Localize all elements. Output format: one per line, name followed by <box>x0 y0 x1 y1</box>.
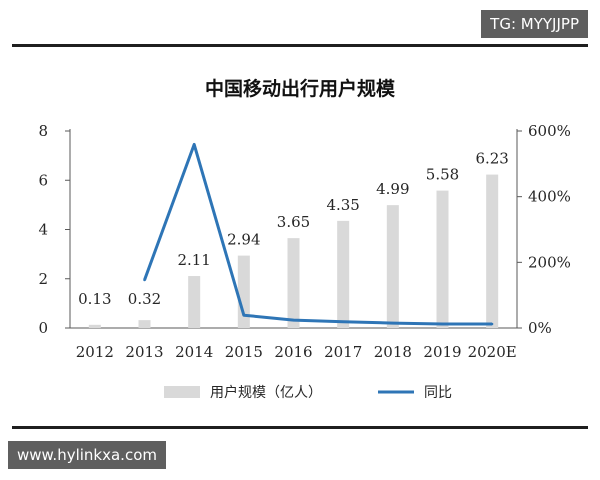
x-tick-label: 2017 <box>324 343 362 361</box>
right-tick-label: 0% <box>528 319 552 337</box>
right-tick-label: 600% <box>528 122 571 140</box>
line-point <box>242 313 246 317</box>
line-point <box>441 322 444 326</box>
line-point <box>292 318 295 322</box>
left-tick-label: 6 <box>38 171 48 189</box>
data-label: 2.94 <box>227 231 260 249</box>
watermark-bottom: www.hylinkxa.com <box>8 441 166 469</box>
bar <box>88 324 101 328</box>
x-tick-label: 2016 <box>274 343 312 361</box>
data-label: 4.35 <box>326 196 359 214</box>
left-tick-label: 0 <box>38 319 48 337</box>
right-tick-label: 200% <box>528 253 571 271</box>
bar-series <box>88 174 499 328</box>
bar <box>138 320 151 328</box>
line-point <box>192 143 196 146</box>
bar <box>436 190 449 328</box>
line-series <box>143 142 494 326</box>
data-label: 4.99 <box>376 180 409 198</box>
data-label: 6.23 <box>475 150 508 168</box>
data-label: 3.65 <box>277 213 310 231</box>
line-point <box>391 321 395 325</box>
top-rule <box>12 44 588 47</box>
left-tick-label: 2 <box>38 270 48 288</box>
data-labels: 0.13 0.32 2.11 2.94 3.65 4.35 4.99 5.58 6.23 <box>78 150 509 308</box>
x-tick-label: 2012 <box>76 343 114 361</box>
bar <box>337 220 350 328</box>
data-label: 2.11 <box>177 251 210 269</box>
data-label: 0.32 <box>128 290 161 308</box>
line-point <box>143 278 146 282</box>
data-label: 0.13 <box>78 290 111 308</box>
watermark-top: TG: MYYJJPP <box>481 10 588 38</box>
left-tick-label: 4 <box>38 221 48 239</box>
x-tick-label: 2013 <box>125 343 163 361</box>
x-tick-label: 2015 <box>225 343 263 361</box>
bar <box>386 205 399 328</box>
bar <box>188 276 201 328</box>
right-tick-label: 400% <box>528 188 571 206</box>
bar <box>287 238 300 328</box>
x-tick-label: 2020E <box>468 343 517 361</box>
line-point <box>341 320 345 323</box>
bottom-rule <box>12 426 588 429</box>
tick-labels: 0 2 4 6 8 0% 200% 400% 600% 2012 2013 2014 2015 2016 2… <box>38 122 570 361</box>
line-point <box>490 322 494 326</box>
x-tick-label: 2019 <box>423 343 461 361</box>
bar <box>237 255 250 328</box>
data-label: 5.58 <box>426 166 459 184</box>
growth-line <box>143 142 493 326</box>
left-tick-label: 8 <box>38 122 48 140</box>
legend: 用户规模（亿人） 同比 <box>164 384 452 401</box>
legend-label-line: 同比 <box>424 385 452 401</box>
legend-label-bar: 用户规模（亿人） <box>210 384 322 401</box>
x-tick-label: 2014 <box>175 343 213 361</box>
bar <box>486 174 499 328</box>
chart-title: 中国移动出行用户规模 <box>205 77 396 100</box>
legend-swatch-bar <box>164 386 200 398</box>
x-tick-label: 2018 <box>374 343 412 361</box>
